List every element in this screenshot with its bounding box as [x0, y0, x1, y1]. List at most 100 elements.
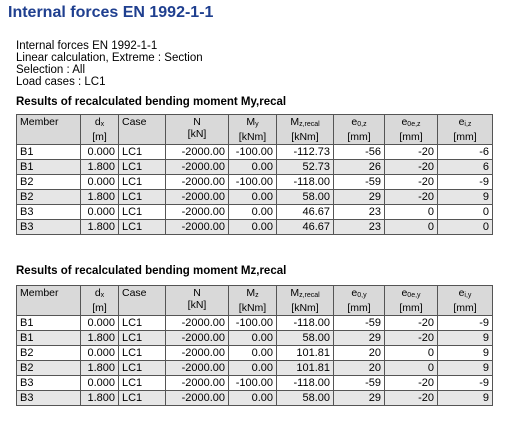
- column-header: e0,y [mm]: [333, 285, 385, 316]
- header-symbol: N: [193, 287, 201, 299]
- cell: -9: [437, 375, 493, 391]
- cell: -2000.00: [165, 345, 229, 361]
- cell: 29: [333, 390, 385, 406]
- cell: B2: [16, 345, 81, 361]
- cell: 0: [384, 345, 438, 361]
- cell: 0.00: [228, 330, 277, 346]
- cell: B2: [16, 360, 81, 376]
- cell: -20: [384, 330, 438, 346]
- column-header: e0e,z [mm]: [384, 114, 438, 145]
- cell: B3: [16, 390, 81, 406]
- cell: 1.800: [80, 330, 119, 346]
- header-symbol: d: [94, 116, 101, 128]
- header-unit: [kN]: [187, 299, 207, 311]
- cell: -118.00: [276, 315, 334, 331]
- header-subscript: y: [255, 121, 259, 128]
- header-subscript: 0e,z: [407, 121, 421, 128]
- cell: 29: [333, 189, 385, 205]
- results-table: Member dx [m] Case N [kN] Mz [kNm] Mz,recal [kNm]…: [16, 285, 493, 406]
- cell: B3: [16, 219, 81, 235]
- column-header: N [kN]: [165, 285, 229, 316]
- column-header: Mz [kNm]: [228, 285, 277, 316]
- header-symbol: e: [458, 116, 465, 128]
- column-header: e0e,y [mm]: [384, 285, 438, 316]
- cell: -112.73: [276, 144, 334, 160]
- cell: 101.81: [276, 360, 334, 376]
- cell: LC1: [118, 219, 166, 235]
- cell: 101.81: [276, 345, 334, 361]
- header-symbol: N: [193, 116, 201, 128]
- cell: -100.00: [228, 144, 277, 160]
- column-header: Case: [118, 114, 166, 145]
- cell: B1: [16, 159, 81, 175]
- column-header: ei,z [mm]: [437, 114, 493, 145]
- cell: LC1: [118, 375, 166, 391]
- cell: 0.00: [228, 204, 277, 220]
- cell: 52.73: [276, 159, 334, 175]
- header-symbol: e: [401, 287, 408, 299]
- cell: LC1: [118, 189, 166, 205]
- data-row: B1 1.800 LC1 -2000.00 0.00 52.73 26 -20 6: [16, 159, 493, 175]
- header-symbol: Case: [122, 287, 147, 299]
- cell: 0.00: [228, 189, 277, 205]
- data-row: B2 1.800 LC1 -2000.00 0.00 58.00 29 -20 9: [16, 189, 493, 205]
- header-subscript: 0,z: [357, 121, 367, 128]
- cell: 58.00: [276, 390, 334, 406]
- cell: LC1: [118, 390, 166, 406]
- header-unit: [kNm]: [238, 302, 267, 314]
- column-header: Mz,recal [kNm]: [276, 285, 334, 316]
- cell: -20: [384, 144, 438, 160]
- cell: -6: [437, 144, 493, 160]
- cell: LC1: [118, 159, 166, 175]
- cell: 0.00: [228, 360, 277, 376]
- header-unit: [mm]: [453, 131, 477, 143]
- header-symbol: M: [290, 116, 300, 128]
- cell: -20: [384, 375, 438, 391]
- cell: 20: [333, 360, 385, 376]
- cell: 20: [333, 345, 385, 361]
- cell: 0.000: [80, 174, 119, 190]
- cell: 1.800: [80, 189, 119, 205]
- cell: B2: [16, 174, 81, 190]
- info-line: Internal forces EN 1992-1-1: [16, 40, 158, 52]
- cell: 0.000: [80, 144, 119, 160]
- cell: 58.00: [276, 330, 334, 346]
- column-header: Member: [16, 285, 81, 316]
- info-line: Selection : All: [16, 64, 86, 76]
- info-line: Load cases : LC1: [16, 76, 106, 88]
- cell: 0.000: [80, 345, 119, 361]
- cell: 0.00: [228, 219, 277, 235]
- cell: 23: [333, 204, 385, 220]
- header-subscript: z,recal: [299, 121, 320, 128]
- cell: B2: [16, 189, 81, 205]
- column-header: Case: [118, 285, 166, 316]
- header-unit: [kNm]: [238, 131, 267, 143]
- header-symbol: M: [290, 287, 300, 299]
- header-unit: [mm]: [347, 131, 371, 143]
- cell: 0: [437, 219, 493, 235]
- header-unit: [kNm]: [291, 302, 319, 314]
- header-subscript: 0e,y: [407, 292, 421, 299]
- cell: -2000.00: [165, 144, 229, 160]
- cell: -2000.00: [165, 330, 229, 346]
- column-header: Member: [16, 114, 81, 145]
- cell: 0.00: [228, 345, 277, 361]
- cell: B1: [16, 330, 81, 346]
- header-unit: [mm]: [399, 131, 423, 143]
- column-header: dx [m]: [80, 285, 119, 316]
- cell: -56: [333, 144, 385, 160]
- cell: -9: [437, 315, 493, 331]
- cell: 0.000: [80, 204, 119, 220]
- cell: 23: [333, 219, 385, 235]
- cell: -2000.00: [165, 219, 229, 235]
- cell: -2000.00: [165, 174, 229, 190]
- cell: -59: [333, 315, 385, 331]
- cell: -100.00: [228, 174, 277, 190]
- cell: 0: [384, 204, 438, 220]
- cell: 9: [437, 330, 493, 346]
- cell: 0.000: [80, 315, 119, 331]
- header-symbol: M: [246, 287, 256, 299]
- column-header: ei,y [mm]: [437, 285, 493, 316]
- data-row: B2 0.000 LC1 -2000.00 -100.00 -118.00 -59 -20 -9: [16, 174, 493, 190]
- data-row: B3 0.000 LC1 -2000.00 -100.00 -118.00 -59 -20 -9: [16, 375, 493, 391]
